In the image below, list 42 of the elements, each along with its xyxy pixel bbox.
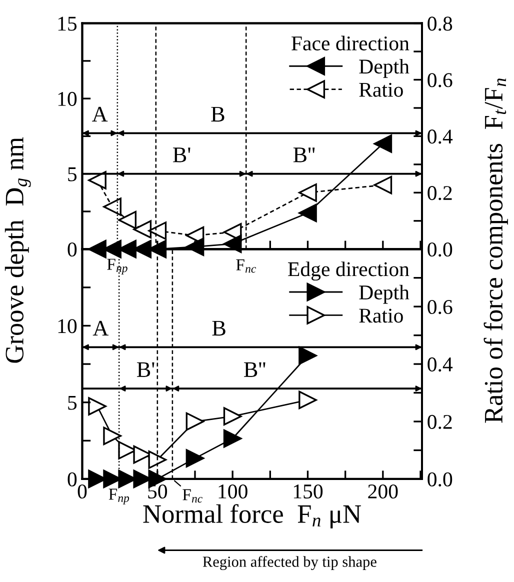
x-tick-label: 200	[368, 484, 398, 499]
y2-tick-label: 0.2	[428, 186, 452, 200]
legend-title: Edge direction	[288, 262, 410, 281]
x-tick-label: 150	[294, 484, 323, 499]
y-tick-label: 0	[68, 472, 77, 486]
y-tick-label: 0	[68, 242, 77, 257]
y2-tick-label: 0.0	[428, 242, 452, 257]
legend-label: Ratio	[359, 308, 403, 323]
legend-title: Face direction	[292, 36, 410, 50]
annotation: B	[212, 320, 226, 336]
annotation: B''	[293, 148, 315, 162]
text: Region affected by tip shape	[202, 556, 376, 570]
y2-tick-label: 0.6	[428, 300, 452, 314]
annotation: B'	[172, 148, 190, 162]
y-tick-label: 10	[58, 319, 77, 334]
y-tick-label: 15	[58, 16, 77, 31]
annotation: A	[92, 320, 109, 336]
y2-axis-title: Ratio of force components F$_{t}$/F$_{n}$	[484, 78, 508, 423]
x-tick-label: 0	[78, 484, 87, 499]
y2-tick-label: 0.2	[428, 414, 452, 430]
x-axis-title: Normal force F$_{n}$ μN	[143, 504, 361, 528]
y-tick-label: 5	[68, 167, 77, 182]
y2-tick-label: 0.4	[428, 357, 453, 372]
y-tick-label: 5	[68, 396, 77, 410]
y-tick-label: 10	[58, 92, 77, 106]
y2-tick-label: 0.0	[428, 472, 452, 487]
annotation: B	[211, 106, 224, 122]
legend-label: Ratio	[359, 82, 403, 97]
annotation: F$_{nc}$	[182, 489, 202, 503]
annotation: B'	[136, 362, 154, 377]
annotation: A	[92, 106, 108, 122]
y2-tick-label: 0.8	[428, 16, 452, 31]
annotation: F$_{np}$	[108, 488, 130, 504]
annotation: B''	[244, 362, 266, 377]
legend-label: Depth	[359, 284, 410, 304]
y2-tick-label: 0.6	[428, 73, 452, 88]
annotation: F$_{nc}$	[236, 259, 256, 273]
annotation: F$_{np}$	[107, 258, 128, 275]
legend-label: Depth	[359, 58, 410, 78]
y2-tick-label: 0.4	[428, 130, 453, 144]
x-tick-label: 100	[218, 484, 248, 499]
y-axis-title: Groove depth D$_{g}$ nm	[4, 137, 31, 363]
